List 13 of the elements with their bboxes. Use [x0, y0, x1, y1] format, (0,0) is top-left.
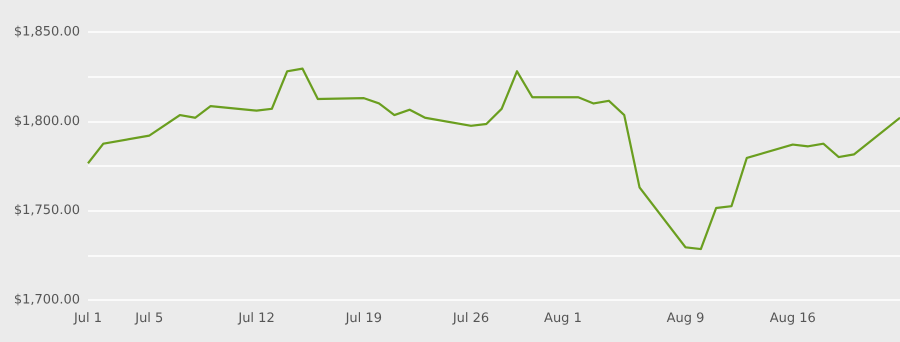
- x-tick-label: Jul 19: [344, 311, 382, 326]
- x-tick-label: Jul 5: [134, 311, 164, 326]
- x-tick-label: Jul 1: [72, 311, 102, 326]
- x-tick-label: Jul 12: [237, 311, 275, 326]
- x-tick-label: Aug 16: [770, 311, 816, 326]
- y-tick-label: $1,850.00: [14, 24, 80, 40]
- y-tick-label: $1,700.00: [14, 292, 80, 308]
- x-tick-label: Aug 1: [544, 311, 582, 326]
- x-tick-label: Aug 9: [666, 311, 704, 326]
- y-tick-label: $1,750.00: [14, 203, 80, 218]
- x-tick-label: Jul 26: [452, 311, 490, 326]
- line-series: [86, 68, 900, 250]
- y-tick-label: $1,800.00: [14, 114, 80, 129]
